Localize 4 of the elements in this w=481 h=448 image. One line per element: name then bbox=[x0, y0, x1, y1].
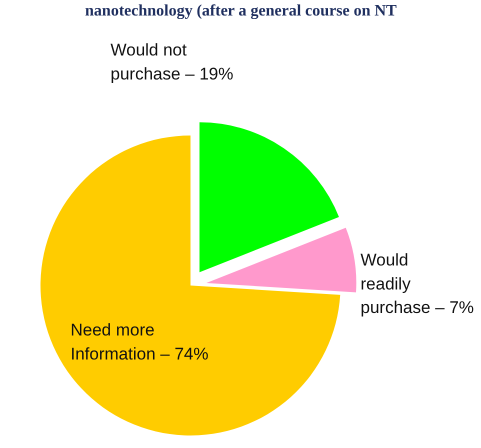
slice-label: Need more Information – 74% bbox=[70, 320, 208, 364]
slice-label: Would not purchase – 19% bbox=[110, 40, 234, 84]
slice-label: Would readily purchase – 7% bbox=[360, 250, 474, 317]
chart-title: nanotechnology (after a general course on NT bbox=[85, 2, 398, 20]
